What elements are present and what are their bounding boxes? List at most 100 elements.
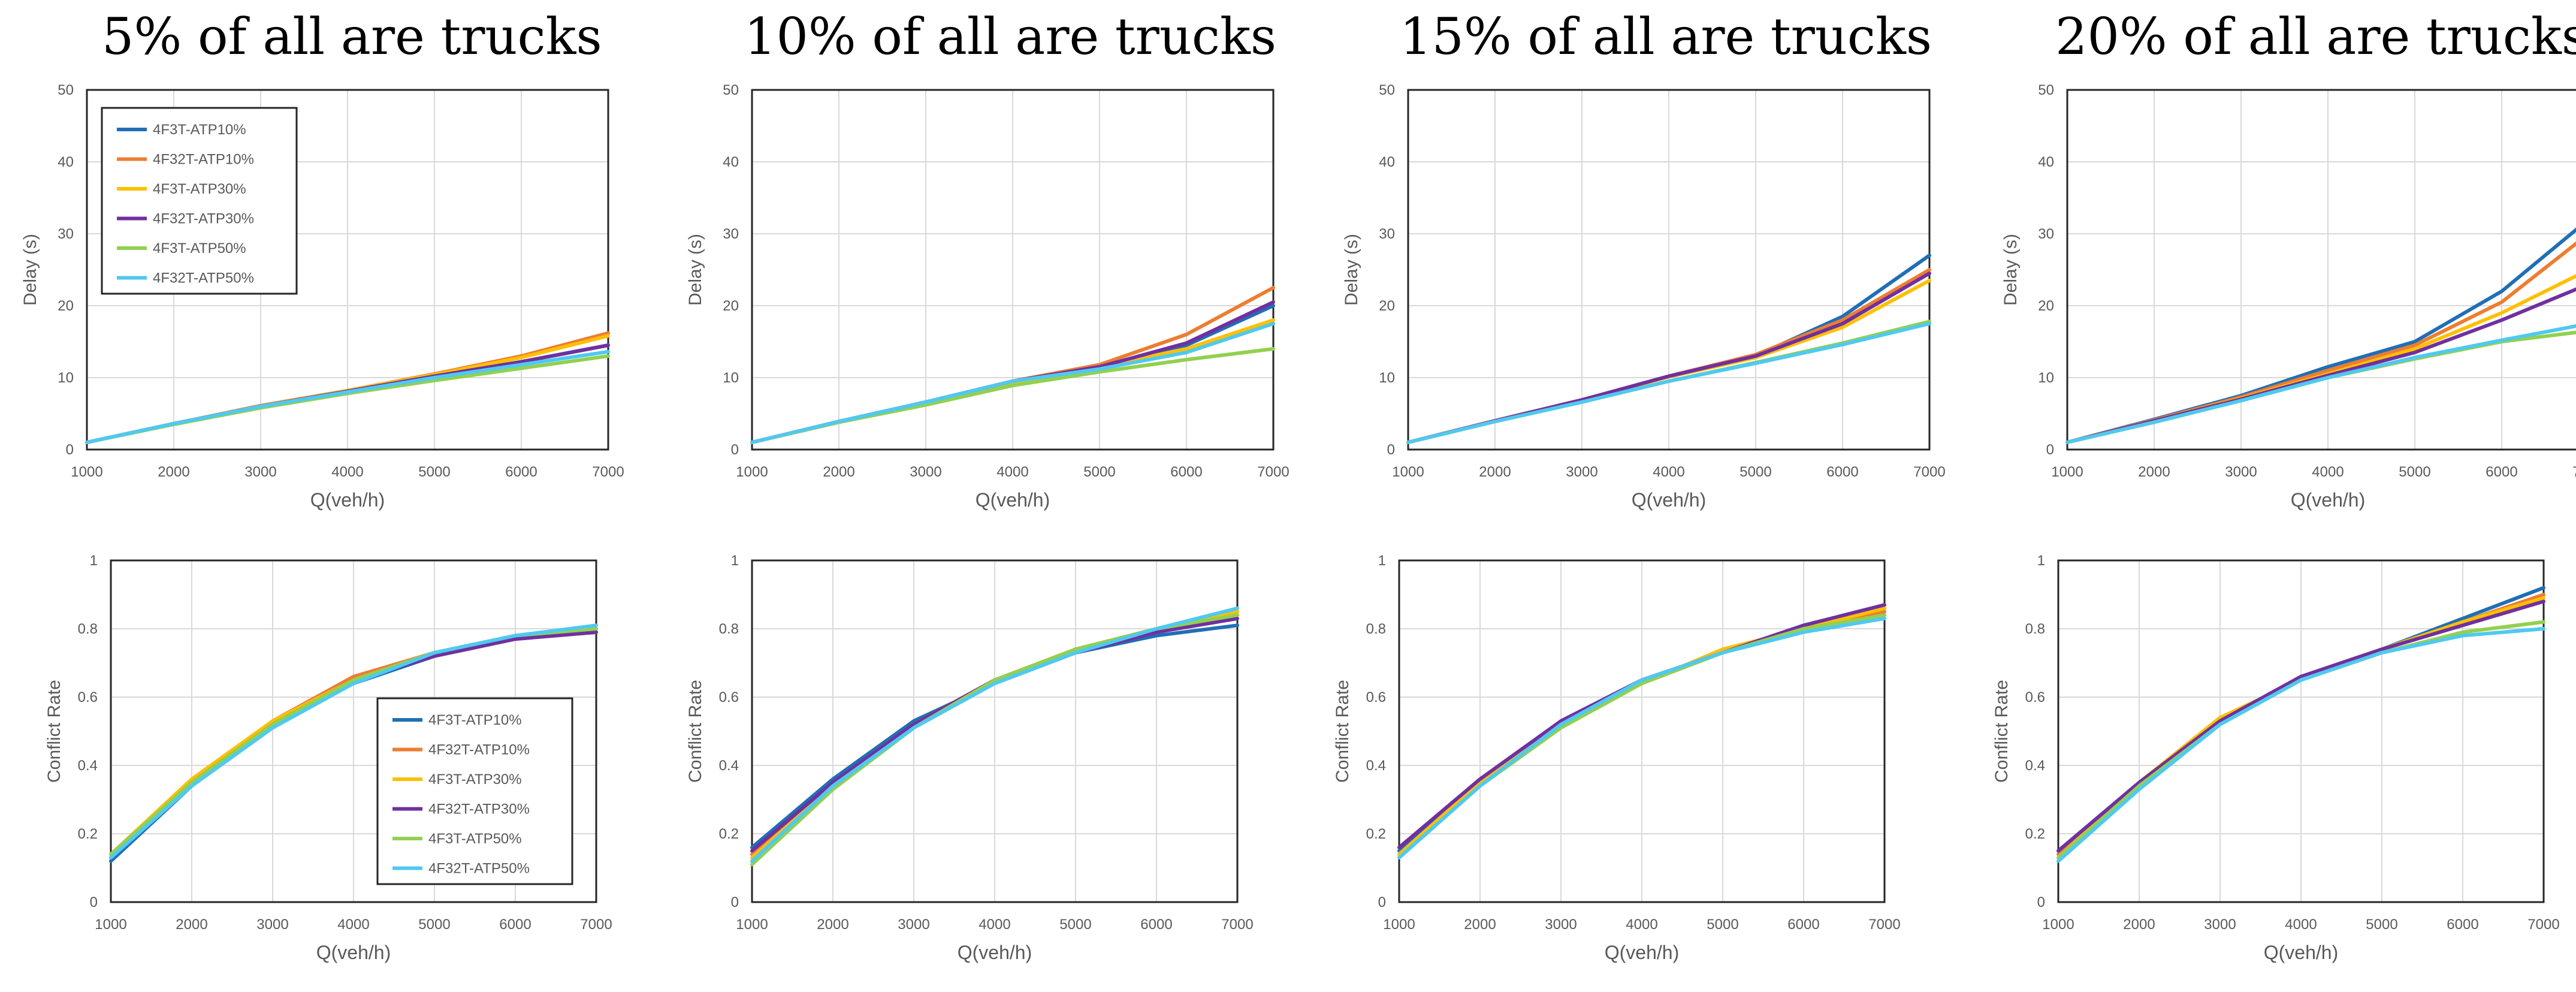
series-line-4f32t-atp50pct xyxy=(2065,324,2576,444)
y-tick-label: 30 xyxy=(58,226,74,242)
x-tick-label: 6000 xyxy=(1170,464,1202,480)
plot-frame xyxy=(1398,559,1886,903)
x-tick-label: 2000 xyxy=(2123,916,2155,933)
legend-label-4f3t-atp10pct: 4F3T-ATP10% xyxy=(153,122,246,138)
x-tick-label: 6000 xyxy=(1787,916,1819,933)
x-tick-label: 5000 xyxy=(1059,916,1091,933)
y-tick-label: 0.6 xyxy=(78,689,98,705)
y-tick-label: 50 xyxy=(2038,82,2054,98)
plot-frame xyxy=(86,89,609,451)
x-tick-label: 3000 xyxy=(898,916,929,933)
series-line-4f32t-atp50pct xyxy=(1397,616,1886,860)
plot-grid xyxy=(2067,89,2576,450)
y-tick-label: 0 xyxy=(1387,442,1395,458)
y-tick-label: 0.8 xyxy=(719,621,739,637)
plot-frame xyxy=(2066,89,2576,451)
x-tick-label: 4000 xyxy=(996,464,1028,480)
x-tick-label: 7000 xyxy=(2572,464,2576,480)
x-axis-label: Q(veh/h) xyxy=(976,489,1050,511)
x-tick-label: 1000 xyxy=(1383,916,1415,933)
y-tick-label: 0.6 xyxy=(1366,689,1386,705)
legend-label-4f32t-atp50pct: 4F32T-ATP50% xyxy=(428,861,530,877)
x-axis-label: Q(veh/h) xyxy=(1632,489,1706,511)
x-tick-label: 3000 xyxy=(2225,464,2257,480)
y-tick-label: 0 xyxy=(1378,894,1386,910)
x-tick-label: 1000 xyxy=(736,916,768,933)
x-tick-label: 2000 xyxy=(158,464,189,480)
plot-frame xyxy=(2057,559,2545,903)
plot-grid xyxy=(1408,89,1930,450)
legend-label-4f3t-atp30pct: 4F3T-ATP30% xyxy=(428,771,522,788)
y-tick-label: 20 xyxy=(58,298,74,314)
x-tick-label: 5000 xyxy=(418,464,450,480)
legend-label-4f3t-atp50pct: 4F3T-ATP50% xyxy=(428,831,522,847)
y-axis-label: Delay (s) xyxy=(685,234,705,306)
legend-label-4f32t-atp50pct: 4F32T-ATP50% xyxy=(153,270,254,287)
legend-label-4f3t-atp30pct: 4F3T-ATP30% xyxy=(153,181,246,197)
y-tick-label: 1 xyxy=(90,553,98,569)
y-tick-label: 1 xyxy=(1378,553,1386,569)
x-tick-label: 7000 xyxy=(1257,464,1289,480)
x-tick-label: 3000 xyxy=(256,916,288,933)
legend: 4F3T-ATP10% 4F32T-ATP10% 4F3T-ATP30% 4F32T-… xyxy=(101,107,298,295)
y-tick-label: 0.8 xyxy=(2025,621,2045,637)
x-axis-label: Q(veh/h) xyxy=(1605,942,1679,963)
delay-chart-15pct: 1000 2000 3000 4000 5000 6000 7000 0 10 20 30 40 50 Q… xyxy=(1342,82,1946,511)
delay-chart-20pct: 1000 2000 3000 4000 5000 6000 7000 0 10 20 30 40 50 Q… xyxy=(2001,82,2576,511)
y-tick-label: 10 xyxy=(2038,370,2054,386)
x-tick-label: 7000 xyxy=(2527,916,2559,933)
x-tick-label: 1000 xyxy=(71,464,102,480)
x-tick-label: 6000 xyxy=(1826,464,1858,480)
y-tick-label: 0.6 xyxy=(719,689,739,705)
y-tick-label: 0 xyxy=(66,442,74,458)
x-tick-label: 6000 xyxy=(1140,916,1172,933)
y-tick-label: 0.8 xyxy=(78,621,98,637)
x-tick-label: 3000 xyxy=(2204,916,2236,933)
x-tick-label: 4000 xyxy=(331,464,363,480)
y-tick-label: 0 xyxy=(2037,894,2045,910)
y-tick-label: 50 xyxy=(58,82,74,98)
y-tick-label: 0 xyxy=(2046,442,2054,458)
x-tick-label: 3000 xyxy=(1545,916,1577,933)
x-tick-label: 6000 xyxy=(505,464,537,480)
x-tick-label: 2000 xyxy=(1479,464,1511,480)
x-axis-label: Q(veh/h) xyxy=(310,489,385,511)
x-tick-label: 1000 xyxy=(736,464,768,480)
x-tick-label: 7000 xyxy=(1913,464,1945,480)
x-tick-label: 5000 xyxy=(2366,916,2397,933)
x-tick-label: 6000 xyxy=(2447,916,2478,933)
y-tick-label: 40 xyxy=(723,154,739,170)
y-axis-label: Delay (s) xyxy=(1342,234,1361,306)
x-tick-label: 7000 xyxy=(1868,916,1900,933)
x-tick-label: 4000 xyxy=(2285,916,2317,933)
conflict-chart-20pct: 1000 2000 3000 4000 5000 6000 7000 0 0.2 0.4 0.6 0.… xyxy=(1992,553,2560,963)
y-tick-label: 30 xyxy=(2038,226,2054,242)
y-tick-label: 0.4 xyxy=(78,758,98,774)
y-tick-label: 0.2 xyxy=(78,826,98,842)
x-tick-label: 5000 xyxy=(2399,464,2430,480)
x-tick-label: 2000 xyxy=(2138,464,2170,480)
y-tick-label: 1 xyxy=(2037,553,2045,569)
x-tick-label: 7000 xyxy=(580,916,612,933)
x-tick-label: 1000 xyxy=(2051,464,2083,480)
x-tick-label: 2000 xyxy=(823,464,854,480)
y-tick-label: 0.4 xyxy=(1366,758,1386,774)
x-tick-label: 5000 xyxy=(1083,464,1115,480)
x-tick-label: 1000 xyxy=(95,916,126,933)
series-line-4f32t-atp30pct xyxy=(2056,599,2545,853)
plot-frame xyxy=(751,559,1239,903)
y-tick-label: 40 xyxy=(2038,154,2054,170)
y-tick-label: 0.4 xyxy=(2025,758,2045,774)
delay-chart-10pct: 1000 2000 3000 4000 5000 6000 7000 0 10 20 30 40 50 Q… xyxy=(685,82,1289,511)
y-tick-label: 50 xyxy=(723,82,739,98)
x-axis-label: Q(veh/h) xyxy=(316,942,391,963)
legend-label-4f32t-atp10pct: 4F32T-ATP10% xyxy=(428,742,530,758)
series-line-4f3t-atp10pct xyxy=(2065,227,2576,444)
column-title-5pct: 5% of all are trucks xyxy=(102,7,602,66)
series-line-4f32t-atp50pct xyxy=(109,623,598,860)
x-axis-label: Q(veh/h) xyxy=(2264,942,2338,963)
y-tick-label: 0 xyxy=(90,894,98,910)
conflict-chart-15pct: 1000 2000 3000 4000 5000 6000 7000 0 0.2 0.4 0.6 0.… xyxy=(1333,553,1901,963)
series-line-4f32t-atp50pct xyxy=(2056,627,2545,863)
y-tick-label: 0.2 xyxy=(2025,826,2045,842)
